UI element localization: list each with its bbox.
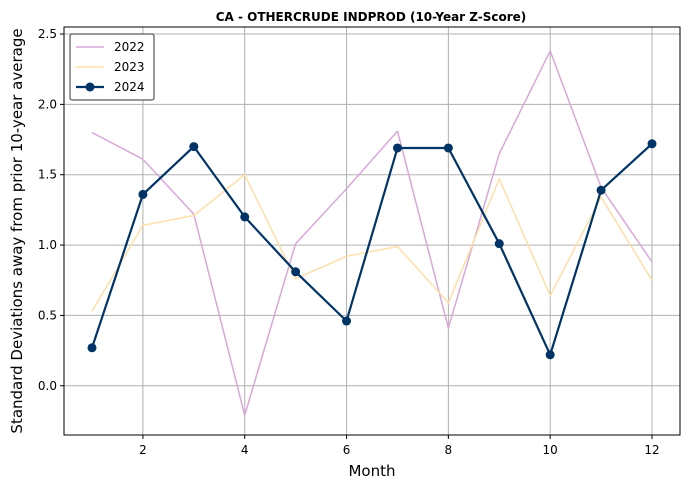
y-tick-label: 1.0 — [38, 238, 57, 252]
series-layer — [87, 50, 657, 417]
series-2024 — [87, 139, 657, 360]
y-tick-label: 2.0 — [38, 97, 57, 111]
series-line — [91, 50, 653, 417]
data-point — [189, 142, 199, 152]
chart-title: CA - OTHERCRUDE INDPROD (10-Year Z-Score… — [216, 10, 527, 24]
data-point — [443, 143, 453, 153]
data-point — [342, 316, 352, 326]
y-tick-label: 2.5 — [38, 27, 57, 41]
x-tick-label: 2 — [139, 443, 147, 457]
x-tick-label: 12 — [644, 443, 659, 457]
y-tick-label: 0.5 — [38, 308, 57, 322]
x-axis-label: Month — [348, 462, 395, 480]
data-point — [392, 143, 402, 153]
x-tick-label: 10 — [543, 443, 558, 457]
data-point — [240, 212, 250, 222]
grid — [64, 27, 680, 435]
data-point — [545, 350, 555, 360]
y-axis-label: Standard Deviations away from prior 10-y… — [8, 28, 26, 433]
legend-marker — [85, 82, 95, 92]
data-point — [596, 185, 606, 195]
y-axis: 0.0 0.5 1.0 1.5 2.0 2.5 — [38, 27, 64, 393]
legend-label: 2022 — [114, 40, 145, 54]
data-point — [291, 267, 301, 277]
y-tick-label: 0.0 — [38, 379, 57, 393]
legend-label: 2023 — [114, 60, 145, 74]
data-point — [494, 239, 504, 249]
series-2022 — [91, 50, 653, 417]
series-line — [90, 142, 653, 356]
x-tick-label: 8 — [445, 443, 453, 457]
legend: 2022 2023 2024 — [69, 33, 155, 101]
data-point — [647, 139, 657, 149]
data-point — [138, 189, 148, 199]
y-tick-label: 1.5 — [38, 168, 57, 182]
series-line — [91, 173, 653, 312]
x-axis: 2 4 6 8 10 12 — [139, 435, 660, 457]
series-2023 — [91, 173, 653, 312]
legend-label: 2024 — [114, 80, 145, 94]
x-tick-label: 4 — [241, 443, 249, 457]
data-point — [87, 343, 97, 353]
x-tick-label: 6 — [343, 443, 351, 457]
plot-frame — [63, 26, 681, 436]
